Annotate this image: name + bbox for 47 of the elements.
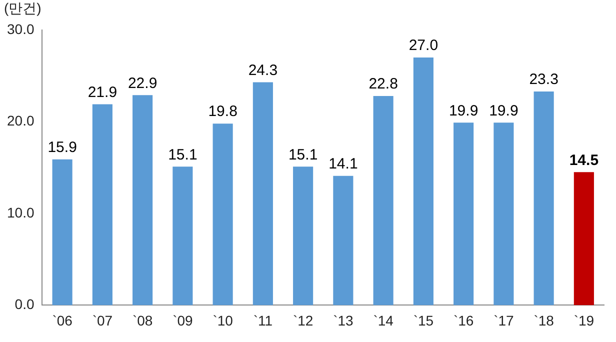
- x-tick-label: `08: [132, 312, 153, 328]
- data-label: 19.9: [489, 102, 518, 120]
- data-label: 27.0: [408, 37, 438, 54]
- x-tick-label: `09: [172, 312, 194, 328]
- x-tick-label: `19: [574, 312, 594, 328]
- bar: [333, 176, 354, 306]
- bar: [494, 122, 514, 306]
- y-tick-label: 30.0: [7, 20, 34, 37]
- bar: [52, 159, 72, 306]
- data-label: 24.3: [248, 62, 278, 79]
- bar: [413, 58, 434, 306]
- x-tick-label: `10: [212, 312, 234, 328]
- x-tick-label: `13: [333, 312, 354, 328]
- y-axis-title: (만건): [4, 0, 42, 16]
- data-label: 23.3: [529, 71, 558, 88]
- bar: [132, 95, 153, 306]
- data-label: 15.9: [48, 138, 77, 156]
- data-label: 14.1: [328, 155, 358, 172]
- data-label: 19.8: [208, 103, 238, 120]
- data-label: 15.1: [168, 146, 198, 164]
- bar: [373, 96, 394, 306]
- x-tick-label: `18: [534, 312, 554, 328]
- x-tick-label: `14: [373, 312, 394, 328]
- x-tick-label: `07: [92, 312, 113, 328]
- bar: [172, 166, 193, 306]
- data-label: 21.9: [88, 84, 118, 101]
- x-tick-label: `11: [253, 312, 273, 328]
- x-tick-label: `12: [292, 312, 314, 328]
- data-label: 14.5: [569, 152, 599, 169]
- bar: [454, 122, 474, 306]
- bar: [92, 104, 112, 306]
- x-tick-label: `15: [413, 312, 434, 328]
- data-label: 15.1: [288, 146, 318, 164]
- y-tick-label: 20.0: [7, 112, 34, 129]
- y-tick-label: 0.0: [14, 296, 34, 312]
- x-tick-label: `16: [453, 312, 474, 328]
- bar: [252, 82, 273, 306]
- data-label: 22.8: [368, 76, 398, 93]
- x-tick-label: `06: [52, 312, 73, 328]
- x-tick-label: `17: [494, 312, 514, 328]
- data-label: 22.9: [128, 74, 158, 92]
- bar: [574, 172, 594, 306]
- data-label: 19.9: [448, 102, 478, 120]
- bar: [212, 124, 233, 306]
- bar: [293, 166, 314, 306]
- y-tick-label: 10.0: [7, 204, 34, 220]
- bar: [534, 91, 554, 306]
